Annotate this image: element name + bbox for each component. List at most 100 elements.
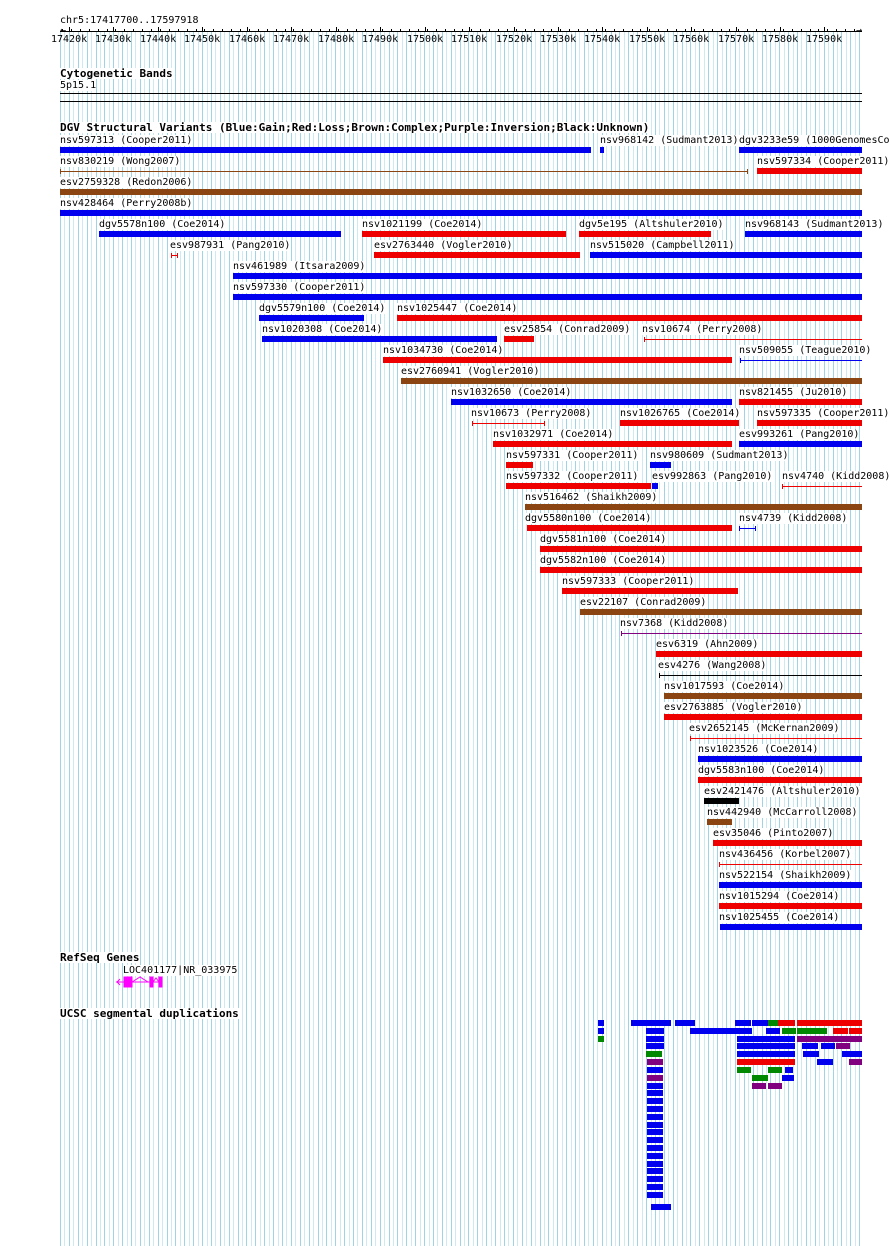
variant-bar[interactable]	[397, 315, 862, 321]
variant-label[interactable]: nsv597330 (Cooper2011)	[233, 282, 366, 293]
variant-bar[interactable]	[233, 273, 862, 279]
refseq-track-title[interactable]: RefSeq Genes	[60, 951, 140, 964]
variant-label[interactable]: nsv1034730 (Coe2014)	[383, 345, 504, 356]
segdup-item[interactable]	[631, 1020, 671, 1026]
segdup-item[interactable]	[647, 1114, 663, 1120]
variant-bar[interactable]	[527, 525, 732, 531]
segdup-item[interactable]	[647, 1059, 663, 1065]
variant-bar[interactable]	[233, 294, 862, 300]
variant-label[interactable]: esv6319 (Ahn2009)	[656, 639, 759, 650]
variant-bar[interactable]	[259, 315, 364, 321]
variant-bar[interactable]	[600, 147, 604, 153]
segdup-item[interactable]	[647, 1106, 663, 1112]
segdup-item[interactable]	[797, 1028, 827, 1034]
segdup-item[interactable]	[782, 1075, 794, 1081]
variant-bar[interactable]	[493, 441, 732, 447]
segdup-item[interactable]	[646, 1028, 664, 1034]
variant-label[interactable]: dgv5578n100 (Coe2014)	[99, 219, 226, 230]
variant-bar[interactable]	[719, 903, 862, 909]
variant-label[interactable]: nsv968142 (Sudmant2013)	[600, 135, 739, 146]
variant-bar[interactable]	[362, 231, 566, 237]
segdup-item[interactable]	[737, 1043, 795, 1049]
segdup-item[interactable]	[737, 1067, 751, 1073]
variant-label[interactable]: nsv10673 (Perry2008)	[471, 408, 592, 419]
segdup-item[interactable]	[690, 1028, 752, 1034]
segdup-item[interactable]	[646, 1036, 664, 1042]
segdup-item[interactable]	[737, 1051, 795, 1057]
variant-label[interactable]: nsv597331 (Cooper2011)	[506, 450, 639, 461]
dgv-track-title[interactable]: DGV Structural Variants (Blue:Gain;Red:L…	[60, 121, 650, 134]
segdup-item[interactable]	[752, 1020, 768, 1026]
variant-label[interactable]: esv2759328 (Redon2006)	[60, 177, 193, 188]
variant-label[interactable]: esv25854 (Conrad2009)	[504, 324, 631, 335]
variant-bar[interactable]	[99, 231, 341, 237]
segdup-item[interactable]	[768, 1020, 778, 1026]
variant-label[interactable]: nsv4740 (Kidd2008)	[782, 471, 890, 482]
segdup-item[interactable]	[598, 1036, 604, 1042]
variant-bar[interactable]	[704, 798, 739, 804]
variant-bar[interactable]	[383, 357, 732, 363]
segdup-item[interactable]	[802, 1043, 818, 1049]
variant-line[interactable]	[690, 738, 862, 739]
variant-bar[interactable]	[720, 924, 862, 930]
variant-bar[interactable]	[757, 420, 862, 426]
segdup-item[interactable]	[752, 1083, 766, 1089]
variant-bar[interactable]	[506, 483, 651, 489]
variant-label[interactable]: nsv516462 (Shaikh2009)	[525, 492, 658, 503]
variant-label[interactable]: esv2421476 (Altshuler2010)	[704, 786, 861, 797]
variant-label[interactable]: nsv1015294 (Coe2014)	[719, 891, 840, 902]
segdup-item[interactable]	[647, 1161, 663, 1167]
variant-label[interactable]: nsv597335 (Cooper2011)	[757, 408, 890, 419]
variant-label[interactable]: dgv5581n100 (Coe2014)	[540, 534, 667, 545]
variant-label[interactable]: dgv5e195 (Altshuler2010)	[579, 219, 724, 230]
variant-label[interactable]: nsv597334 (Cooper2011)	[757, 156, 890, 167]
segdup-item[interactable]	[842, 1051, 862, 1057]
variant-label[interactable]: esv2760941 (Vogler2010)	[401, 366, 540, 377]
segdup-item[interactable]	[768, 1067, 782, 1073]
segdup-item[interactable]	[735, 1020, 751, 1026]
variant-label[interactable]: nsv597313 (Cooper2011)	[60, 135, 193, 146]
variant-label[interactable]: esv987931 (Pang2010)	[170, 240, 291, 251]
variant-label[interactable]: nsv980609 (Sudmant2013)	[650, 450, 789, 461]
segdup-item[interactable]	[647, 1145, 663, 1151]
segdup-item[interactable]	[647, 1168, 663, 1174]
variant-label[interactable]: nsv4739 (Kidd2008)	[739, 513, 848, 524]
refseq-gene-label[interactable]: LOC401177|NR_033975	[123, 965, 238, 976]
variant-bar[interactable]	[504, 336, 534, 342]
variant-bar[interactable]	[739, 399, 862, 405]
variant-bar[interactable]	[719, 882, 862, 888]
variant-bar[interactable]	[525, 504, 862, 510]
variant-label[interactable]: nsv1017593 (Coe2014)	[664, 681, 785, 692]
variant-label[interactable]: nsv1026765 (Coe2014)	[620, 408, 741, 419]
variant-line[interactable]	[739, 528, 755, 529]
segdup-item[interactable]	[833, 1028, 848, 1034]
variant-label[interactable]: dgv3233e59 (1000GenomesConsortiumPilotPr…	[739, 135, 890, 146]
segdup-item[interactable]	[646, 1043, 664, 1049]
variant-label[interactable]: nsv1021199 (Coe2014)	[362, 219, 483, 230]
variant-line[interactable]	[659, 675, 862, 676]
variant-label[interactable]: esv22107 (Conrad2009)	[580, 597, 707, 608]
variant-label[interactable]: nsv821455 (Ju2010)	[739, 387, 848, 398]
segdup-track-title[interactable]: UCSC segmental duplications	[60, 1007, 239, 1020]
variant-line[interactable]	[740, 360, 862, 361]
variant-bar[interactable]	[506, 462, 533, 468]
segdup-item[interactable]	[598, 1028, 604, 1034]
variant-bar[interactable]	[540, 567, 862, 573]
segdup-item[interactable]	[778, 1020, 795, 1026]
refseq-gene-model[interactable]	[114, 976, 166, 990]
variant-label[interactable]: esv4276 (Wang2008)	[658, 660, 767, 671]
segdup-item[interactable]	[782, 1028, 796, 1034]
variant-line[interactable]	[644, 339, 862, 340]
segdup-item[interactable]	[849, 1020, 862, 1026]
variant-label[interactable]: nsv968143 (Sudmant2013)	[745, 219, 884, 230]
variant-bar[interactable]	[590, 252, 862, 258]
variant-label[interactable]: esv2763440 (Vogler2010)	[374, 240, 513, 251]
segdup-item[interactable]	[803, 1051, 819, 1057]
segdup-item[interactable]	[785, 1067, 793, 1073]
variant-label[interactable]: nsv830219 (Wong2007)	[60, 156, 181, 167]
segdup-item[interactable]	[675, 1020, 695, 1026]
variant-bar[interactable]	[707, 819, 732, 825]
variant-bar[interactable]	[374, 252, 580, 258]
variant-bar[interactable]	[620, 420, 739, 426]
segdup-item[interactable]	[647, 1090, 663, 1096]
